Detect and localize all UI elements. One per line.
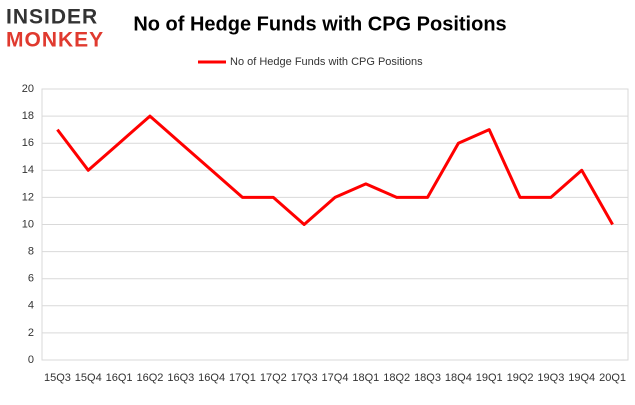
x-tick-label: 16Q3 (167, 372, 194, 384)
x-tick-label: 16Q1 (106, 372, 133, 384)
y-tick-label: 18 (22, 110, 34, 122)
x-tick-label: 15Q4 (75, 372, 102, 384)
x-tick-label: 17Q1 (229, 372, 256, 384)
x-tick-label: 19Q1 (476, 372, 503, 384)
x-tick-label: 16Q2 (136, 372, 163, 384)
x-tick-label: 17Q4 (322, 372, 349, 384)
x-tick-label: 17Q3 (291, 372, 318, 384)
y-tick-label: 4 (28, 300, 34, 312)
chart-title: No of Hedge Funds with CPG Positions (133, 13, 506, 35)
logo-top: INSIDER (6, 6, 98, 29)
x-tick-label: 19Q3 (537, 372, 564, 384)
x-tick-label: 16Q4 (198, 372, 225, 384)
x-tick-label: 19Q4 (568, 372, 595, 384)
logo-bottom: MONKEY (6, 29, 104, 52)
y-tick-label: 16 (22, 137, 34, 149)
x-tick-label: 18Q1 (352, 372, 379, 384)
y-tick-label: 10 (22, 218, 34, 230)
y-tick-label: 2 (28, 327, 34, 339)
y-tick-label: 20 (22, 83, 34, 95)
y-tick-label: 12 (22, 191, 34, 203)
x-tick-label: 18Q4 (445, 372, 472, 384)
x-tick-label: 18Q3 (414, 372, 441, 384)
y-tick-label: 14 (22, 164, 34, 176)
x-tick-label: 17Q2 (260, 372, 287, 384)
data-line (56, 114, 614, 226)
x-tick-label: 15Q3 (44, 372, 71, 384)
x-tick-label: 19Q2 (507, 372, 534, 384)
legend-label: No of Hedge Funds with CPG Positions (230, 56, 423, 68)
y-tick-label: 8 (28, 246, 34, 258)
y-tick-label: 6 (28, 273, 34, 285)
y-tick-label: 0 (28, 354, 34, 366)
x-tick-label: 18Q2 (383, 372, 410, 384)
x-tick-label: 20Q1 (599, 372, 626, 384)
